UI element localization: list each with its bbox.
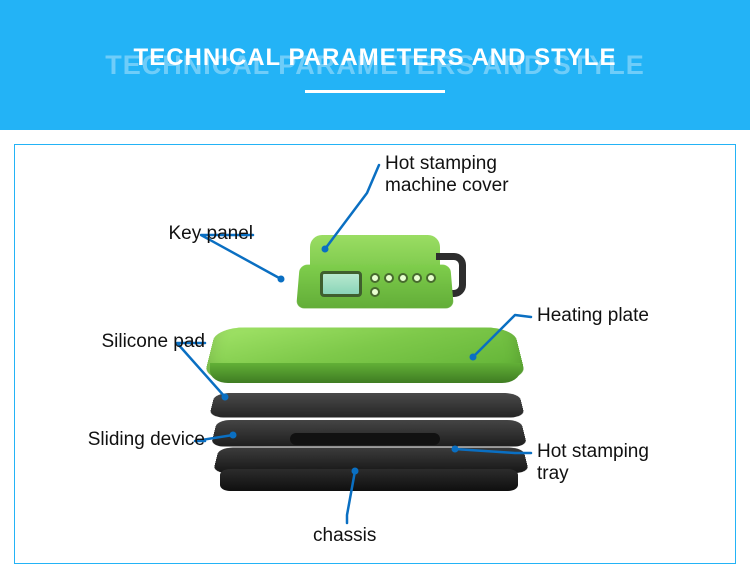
slide-handle — [290, 433, 440, 445]
content-wrapper: Hot stampingmachine cover Key panel Heatin… — [0, 130, 750, 578]
label-keypanel: Key panel — [103, 223, 253, 245]
label-tray: Hot stampingtray — [537, 441, 649, 485]
silicone-pad — [209, 393, 525, 417]
label-heating: Heating plate — [537, 305, 649, 327]
diagram-panel: Hot stampingmachine cover Key panel Heatin… — [14, 144, 736, 564]
button-cluster — [370, 273, 440, 297]
label-chassis: chassis — [313, 525, 376, 547]
label-sliding: Sliding device — [55, 429, 205, 451]
lcd-screen — [320, 271, 362, 297]
plate-edge — [210, 363, 520, 383]
product-illustration — [210, 235, 520, 485]
chassis-base — [220, 469, 518, 491]
title-underline — [305, 90, 445, 93]
header-banner: TECHNICAL PARAMETERS AND STYLE TECHNICAL… — [0, 0, 750, 130]
label-silicone: Silicone pad — [55, 331, 205, 353]
page-title: TECHNICAL PARAMETERS AND STYLE — [0, 44, 750, 72]
label-cover: Hot stampingmachine cover — [385, 153, 509, 197]
